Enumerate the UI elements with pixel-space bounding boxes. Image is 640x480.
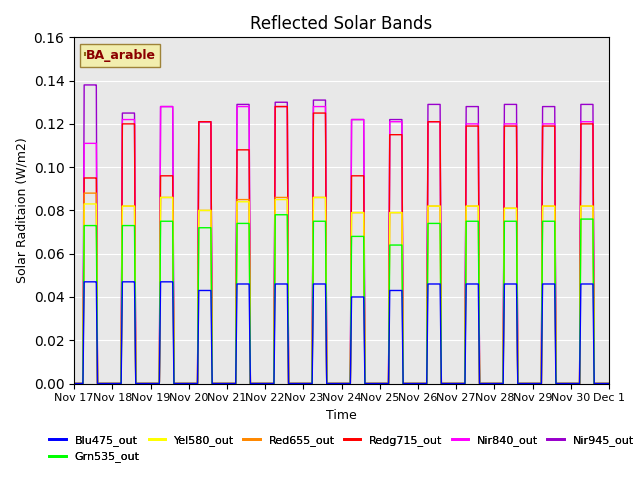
Blu475_out	[211, 381, 218, 386]
Red655_out	[432, 203, 440, 209]
Grn535_out	[272, 212, 280, 217]
Redg715_out	[605, 381, 613, 386]
Grn535_out	[283, 212, 291, 217]
Line: Nir945_out: Nir945_out	[74, 85, 609, 384]
Redg715_out	[330, 381, 337, 386]
Red655_out	[272, 194, 280, 200]
Nir945_out	[283, 99, 291, 105]
Blu475_out	[283, 281, 291, 287]
Y-axis label: Solar Raditaion (W/m2): Solar Raditaion (W/m2)	[15, 138, 28, 283]
Blu475_out	[330, 381, 337, 386]
Line: Blu475_out: Blu475_out	[74, 282, 609, 384]
Yel580_out	[70, 381, 78, 386]
Grn535_out	[70, 381, 78, 386]
Yel580_out	[272, 197, 280, 203]
Yel580_out	[99, 381, 106, 386]
Nir840_out	[330, 381, 337, 386]
Nir945_out	[80, 82, 88, 88]
Nir840_out	[605, 381, 613, 386]
Yel580_out	[283, 197, 291, 203]
Red655_out	[283, 194, 291, 200]
Nir840_out	[99, 381, 106, 386]
Yel580_out	[211, 381, 218, 386]
Grn535_out	[211, 381, 218, 386]
Redg715_out	[70, 381, 78, 386]
Nir945_out	[272, 99, 280, 105]
Blu475_out	[605, 381, 613, 386]
Line: Yel580_out: Yel580_out	[74, 197, 609, 384]
Nir945_out	[211, 381, 218, 386]
Title: Reflected Solar Bands: Reflected Solar Bands	[250, 15, 433, 33]
Line: Redg715_out: Redg715_out	[74, 107, 609, 384]
Nir840_out	[272, 104, 280, 109]
Red655_out	[70, 381, 78, 386]
Red655_out	[211, 381, 218, 386]
Nir945_out	[605, 381, 613, 386]
Redg715_out	[271, 104, 279, 109]
Blu475_out	[80, 279, 88, 285]
Nir945_out	[432, 102, 440, 108]
Nir840_out	[283, 104, 291, 109]
Nir840_out	[432, 119, 440, 125]
Nir945_out	[99, 381, 106, 386]
Grn535_out	[271, 212, 279, 217]
Nir840_out	[70, 381, 78, 386]
Grn535_out	[330, 381, 337, 386]
Line: Red655_out: Red655_out	[74, 193, 609, 384]
Yel580_out	[432, 203, 440, 209]
Grn535_out	[432, 220, 440, 226]
Yel580_out	[157, 194, 164, 200]
Legend: Blu475_out, Grn535_out, Yel580_out, Red655_out, Redg715_out, Nir840_out, Nir945_: Blu475_out, Grn535_out, Yel580_out, Red6…	[45, 431, 639, 467]
Yel580_out	[605, 381, 613, 386]
Redg715_out	[272, 104, 280, 109]
Blu475_out	[432, 281, 440, 287]
Redg715_out	[432, 119, 440, 125]
X-axis label: Time: Time	[326, 409, 357, 422]
Yel580_out	[330, 381, 337, 386]
Grn535_out	[605, 381, 613, 386]
Redg715_out	[99, 381, 106, 386]
Blu475_out	[70, 381, 78, 386]
Nir945_out	[330, 381, 337, 386]
Redg715_out	[283, 104, 291, 109]
Red655_out	[330, 381, 337, 386]
Nir840_out	[211, 381, 218, 386]
Line: Nir840_out: Nir840_out	[74, 107, 609, 384]
Nir945_out	[70, 381, 78, 386]
Redg715_out	[211, 381, 218, 386]
Nir840_out	[157, 104, 164, 109]
Red655_out	[99, 381, 106, 386]
Line: Grn535_out: Grn535_out	[74, 215, 609, 384]
Red655_out	[80, 190, 88, 196]
Red655_out	[605, 381, 613, 386]
Blu475_out	[99, 381, 106, 386]
Blu475_out	[272, 281, 280, 287]
Grn535_out	[99, 381, 106, 386]
